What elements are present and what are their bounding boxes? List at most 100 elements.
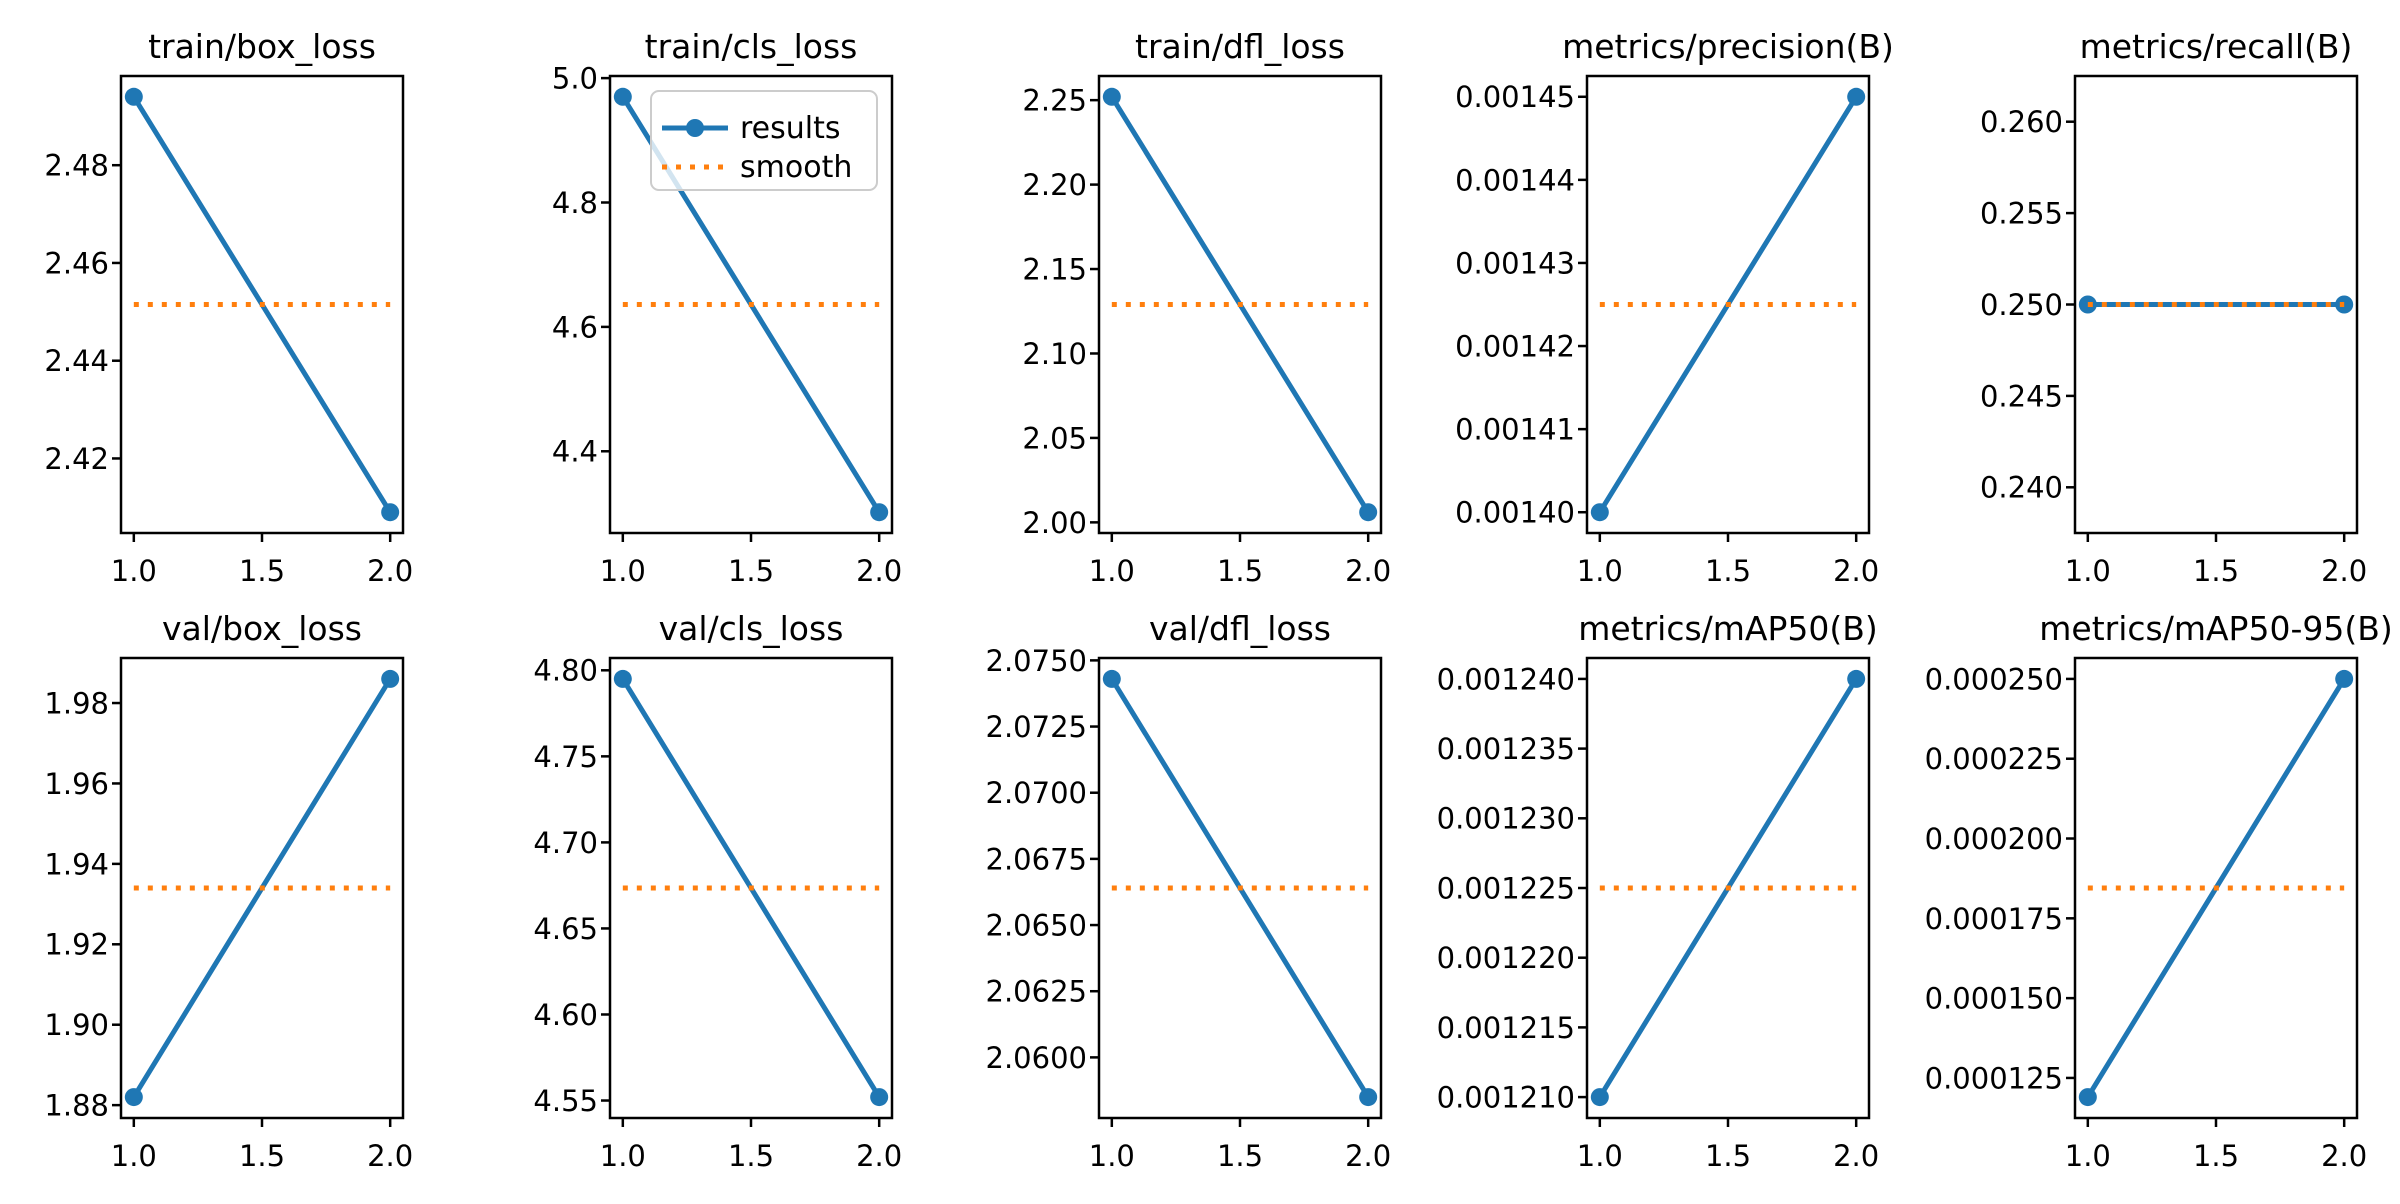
y-tick-label: 1.92 [44, 928, 109, 962]
y-tick-label: 2.10 [1022, 337, 1087, 371]
y-tick-label: 4.65 [533, 912, 598, 946]
x-tick-label: 1.0 [600, 1139, 646, 1173]
legend: results smooth [650, 90, 878, 191]
y-tick-label: 0.000150 [1925, 982, 2063, 1016]
plot-title: val/box_loss [162, 609, 362, 648]
y-tick-label: 0.00140 [1455, 496, 1575, 530]
y-tick-label: 0.000225 [1925, 742, 2063, 776]
x-tick-label: 1.5 [1705, 1139, 1751, 1173]
y-tick-label: 4.8 [552, 186, 598, 220]
y-tick-label: 2.25 [1022, 84, 1087, 118]
y-tick-label: 2.0625 [986, 975, 1087, 1009]
y-tick-label: 5.0 [552, 62, 598, 96]
y-tick-label: 0.240 [1980, 471, 2063, 505]
y-tick-label: 0.00145 [1455, 80, 1575, 114]
legend-label-results: results [740, 111, 841, 146]
results-marker [870, 1088, 889, 1107]
results-marker [381, 503, 400, 522]
subplot-val-dfl-loss: 1.0 1.5 2.0 2.0600 2.0625 2.0650 2.0675 2.0700 2… [986, 609, 1392, 1173]
results-marker [1359, 1088, 1378, 1107]
y-tick-label: 0.255 [1980, 197, 2063, 231]
x-tick-label: 1.5 [1705, 554, 1751, 588]
plot-title: metrics/recall(B) [2080, 27, 2353, 66]
results-marker [1847, 87, 1866, 106]
x-tick-label: 1.5 [1217, 1139, 1263, 1173]
y-tick-label: 0.00141 [1455, 413, 1575, 447]
plot-title: train/box_loss [148, 27, 376, 66]
y-tick-label: 0.00142 [1455, 329, 1575, 363]
results-marker [124, 1088, 143, 1107]
subplot-train-box-loss: 1.0 1.5 2.0 2.42 2.44 2.46 2.48 train/box_loss [44, 27, 413, 588]
x-tick-label: 2.0 [2321, 1139, 2367, 1173]
y-tick-label: 0.001235 [1437, 732, 1575, 766]
x-tick-label: 1.5 [2193, 1139, 2239, 1173]
y-tick-label: 2.0650 [986, 908, 1087, 942]
y-tick-label: 0.001210 [1437, 1081, 1575, 1115]
y-tick-label: 0.000125 [1925, 1061, 2063, 1095]
x-tick-label: 1.5 [2193, 554, 2239, 588]
y-tick-label: 1.90 [44, 1008, 109, 1042]
y-tick-label: 2.20 [1022, 168, 1087, 202]
x-tick-label: 2.0 [367, 554, 413, 588]
y-tick-label: 0.001220 [1437, 941, 1575, 975]
plot-title: metrics/mAP50-95(B) [2039, 609, 2392, 648]
x-tick-label: 1.5 [239, 1139, 285, 1173]
x-tick-label: 1.0 [111, 1139, 157, 1173]
plot-title: metrics/precision(B) [1562, 27, 1894, 66]
y-tick-label: 0.000250 [1925, 662, 2063, 696]
x-tick-label: 1.0 [600, 554, 646, 588]
y-tick-label: 1.94 [44, 847, 109, 881]
y-tick-label: 2.44 [44, 344, 109, 378]
results-marker [1359, 503, 1378, 522]
subplot-metrics-recall-b-: 1.0 1.5 2.0 0.240 0.245 0.250 0.255 0.260 metric… [1980, 27, 2367, 588]
y-tick-label: 2.00 [1022, 506, 1087, 540]
x-tick-label: 2.0 [1345, 1139, 1391, 1173]
x-tick-label: 2.0 [1345, 554, 1391, 588]
x-tick-label: 1.5 [728, 554, 774, 588]
y-tick-label: 2.0600 [986, 1041, 1087, 1075]
x-tick-label: 2.0 [856, 554, 902, 588]
plot-title: metrics/mAP50(B) [1578, 609, 1878, 648]
y-tick-label: 0.001225 [1437, 871, 1575, 905]
results-marker [613, 669, 632, 688]
y-tick-label: 1.88 [44, 1089, 109, 1123]
y-tick-label: 2.0675 [986, 842, 1087, 876]
subplot-val-box-loss: 1.0 1.5 2.0 1.88 1.90 1.92 1.94 1.96 1.98 val/box… [44, 609, 413, 1173]
y-tick-label: 2.15 [1022, 252, 1087, 286]
x-tick-label: 2.0 [1833, 554, 1879, 588]
x-tick-label: 1.5 [728, 1139, 774, 1173]
subplot-train-dfl-loss: 1.0 1.5 2.0 2.00 2.05 2.10 2.15 2.20 2.25 train/d… [1022, 27, 1391, 588]
y-tick-label: 4.70 [533, 826, 598, 860]
subplot-train-cls-loss: 1.0 1.5 2.0 4.4 4.6 4.8 5.0 train/cls_lossresul… [552, 27, 902, 588]
y-tick-label: 4.75 [533, 740, 598, 774]
y-tick-label: 0.001215 [1437, 1011, 1575, 1045]
x-tick-label: 1.0 [1089, 1139, 1135, 1173]
y-tick-label: 4.80 [533, 654, 598, 688]
x-tick-label: 1.0 [1577, 1139, 1623, 1173]
y-tick-label: 0.260 [1980, 105, 2063, 139]
y-tick-label: 0.245 [1980, 379, 2063, 413]
subplot-metrics-precision-b-: 1.0 1.5 2.0 0.00140 0.00141 0.00142 0.00143 0.0… [1455, 27, 1894, 588]
y-tick-label: 0.001230 [1437, 802, 1575, 836]
legend-label-smooth: smooth [740, 150, 852, 185]
subplot-metrics-map50-95-b-: 1.0 1.5 2.0 0.000125 0.000150 0.000175 0.00020… [1925, 609, 2393, 1173]
y-tick-label: 4.6 [552, 310, 598, 344]
results-marker [870, 503, 889, 522]
results-marker [1102, 87, 1121, 106]
x-tick-label: 1.0 [111, 554, 157, 588]
results-marker [381, 669, 400, 688]
results-marker [1102, 669, 1121, 688]
x-tick-label: 1.0 [2065, 554, 2111, 588]
plot-title: val/dfl_loss [1149, 609, 1331, 648]
x-tick-label: 2.0 [856, 1139, 902, 1173]
y-tick-label: 2.05 [1022, 421, 1087, 455]
y-tick-label: 2.42 [44, 442, 109, 476]
x-tick-label: 2.0 [2321, 554, 2367, 588]
x-tick-label: 1.0 [2065, 1139, 2111, 1173]
y-tick-label: 0.001240 [1437, 662, 1575, 696]
results-marker [1847, 669, 1866, 688]
y-tick-label: 2.0750 [986, 644, 1087, 678]
x-tick-label: 1.0 [1577, 554, 1623, 588]
y-tick-label: 0.250 [1980, 288, 2063, 322]
results-marker [1590, 503, 1609, 522]
